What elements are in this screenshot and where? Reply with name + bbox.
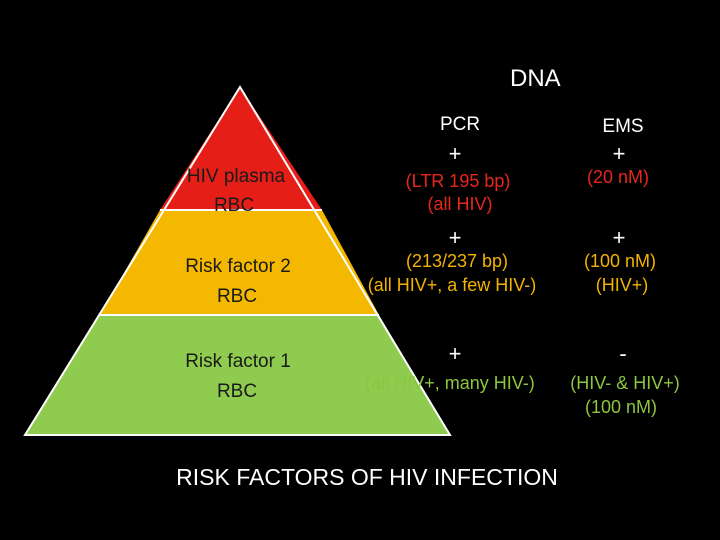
row1-ems-sign: +	[612, 141, 626, 166]
row1-ems-line1: (20 nM)	[586, 167, 650, 187]
tier-bottom-label-line2: RBC	[216, 381, 258, 402]
tier-bottom-label-line1: Risk factor 1	[185, 351, 291, 372]
pyramid-tier-top	[160, 87, 322, 210]
row1-pcr-line1: (LTR 195 bp)	[405, 171, 511, 191]
pyramid-outline	[23, 85, 452, 436]
tier-top-label-line1: HIV plasma	[186, 166, 286, 187]
row3-pcr-sign: +	[448, 341, 462, 366]
row2-ems-line2: (HIV+)	[595, 275, 649, 295]
row2-pcr-line2: (all HIV+, a few HIV-)	[367, 275, 537, 295]
row2-ems-line1: (100 nM)	[583, 251, 657, 271]
tier-middle-label-line2: RBC	[216, 286, 258, 307]
row3-pcr-line1: (all HIV+, many HIV-)	[365, 373, 535, 393]
pcr-heading: PCR	[439, 114, 481, 135]
row3-ems-sign: -	[619, 341, 627, 366]
tier-top-label-line2: RBC	[213, 195, 255, 216]
row1-pcr-line2: (all HIV)	[427, 194, 493, 214]
row1-pcr-sign: +	[448, 141, 462, 166]
row2-pcr-sign: +	[448, 225, 462, 250]
row3-ems-line1: (HIV- & HIV+)	[570, 373, 680, 393]
row2-ems-sign: +	[612, 225, 626, 250]
ems-heading: EMS	[602, 116, 644, 137]
tier-middle-label-line1: Risk factor 2	[185, 256, 291, 277]
pyramid-caption: RISK FACTORS OF HIV INFECTION	[176, 464, 558, 490]
row2-pcr-line1: (213/237 bp)	[405, 251, 509, 271]
dna-heading: DNA	[510, 65, 561, 92]
pyramid-tier-bottom	[25, 315, 450, 435]
pyramid-tier-middle	[100, 210, 379, 315]
row3-ems-line2: (100 nM)	[584, 397, 658, 417]
